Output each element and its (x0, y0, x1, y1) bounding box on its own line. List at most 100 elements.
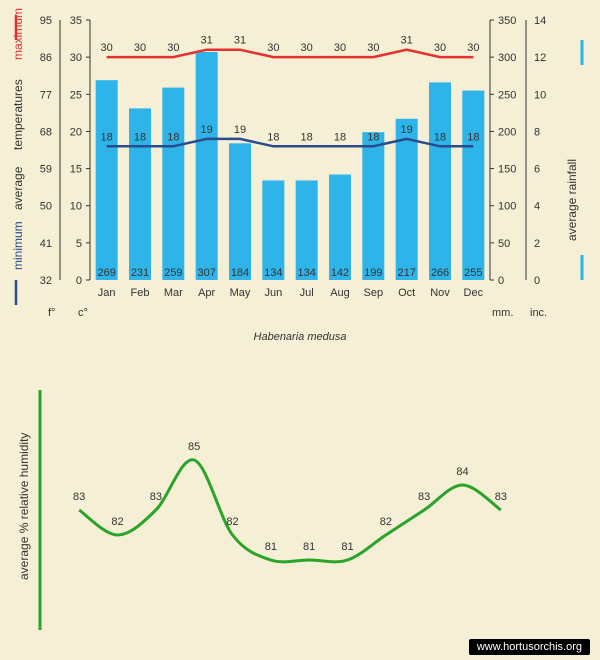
rainfall-bar (396, 119, 418, 280)
mm-unit: mm. (492, 307, 513, 319)
rainfall-bar (262, 180, 284, 280)
min-temp-value: 18 (367, 131, 379, 143)
mm-tick-label: 350 (498, 15, 516, 27)
in-tick-label: 14 (534, 15, 546, 27)
month-label: Oct (398, 287, 415, 299)
footer-credit: www.hortusorchis.org (469, 639, 590, 655)
humidity-value: 83 (150, 491, 162, 503)
max-temp-value: 30 (467, 42, 479, 54)
in-tick-label: 10 (534, 89, 546, 101)
humidity-value: 83 (495, 491, 507, 503)
humidity-value: 82 (226, 516, 238, 528)
humidity-value: 85 (188, 441, 200, 453)
min-temp-value: 18 (301, 131, 313, 143)
c-tick-label: 35 (70, 15, 82, 27)
f-tick-label: 68 (40, 126, 52, 138)
in-tick-label: 12 (534, 52, 546, 64)
max-temp-line (107, 50, 474, 57)
mm-tick-label: 100 (498, 201, 516, 213)
rainfall-bar (196, 52, 218, 280)
label-average: average (11, 166, 25, 210)
rainfall-bar (96, 80, 118, 280)
max-temp-value: 30 (367, 42, 379, 54)
rainfall-value: 134 (264, 267, 282, 279)
max-temp-value: 31 (201, 35, 213, 47)
in-tick-label: 6 (534, 164, 540, 176)
humidity-value: 84 (456, 466, 468, 478)
rainfall-value: 231 (131, 267, 149, 279)
rainfall-value: 269 (97, 267, 115, 279)
f-tick-label: 95 (40, 15, 52, 27)
month-label: Sep (364, 287, 384, 299)
max-temp-value: 30 (134, 42, 146, 54)
in-tick-label: 8 (534, 126, 540, 138)
label-minimum: minimum (11, 221, 25, 270)
month-label: Feb (131, 287, 150, 299)
min-temp-value: 18 (134, 131, 146, 143)
c-unit: c° (78, 307, 88, 319)
mm-tick-label: 150 (498, 164, 516, 176)
min-temp-value: 18 (334, 131, 346, 143)
label-maximum: maximum (11, 8, 25, 60)
rainfall-value: 217 (397, 267, 415, 279)
in-tick-label: 0 (534, 275, 540, 287)
f-tick-label: 86 (40, 52, 52, 64)
humidity-value: 83 (418, 491, 430, 503)
month-label: Aug (330, 287, 350, 299)
humidity-value: 81 (303, 541, 315, 553)
c-tick-label: 25 (70, 89, 82, 101)
species-name: Habenaria medusa (254, 331, 347, 343)
min-temp-value: 18 (467, 131, 479, 143)
month-label: Jan (98, 287, 116, 299)
rainfall-value: 184 (231, 267, 249, 279)
rainfall-value: 266 (431, 267, 449, 279)
min-temp-value: 18 (167, 131, 179, 143)
rainfall-bar (296, 180, 318, 280)
rainfall-bar (462, 91, 484, 280)
rainfall-value: 259 (164, 267, 182, 279)
c-tick-label: 5 (76, 238, 82, 250)
humidity-line (79, 460, 501, 562)
month-label: Jul (300, 287, 314, 299)
c-tick-label: 0 (76, 275, 82, 287)
rainfall-value: 142 (331, 267, 349, 279)
mm-tick-label: 250 (498, 89, 516, 101)
month-label: Jun (264, 287, 282, 299)
f-tick-label: 41 (40, 238, 52, 250)
humidity-value: 82 (111, 516, 123, 528)
max-temp-value: 31 (234, 35, 246, 47)
c-tick-label: 30 (70, 52, 82, 64)
f-tick-label: 59 (40, 164, 52, 176)
in-tick-label: 2 (534, 238, 540, 250)
min-temp-value: 19 (201, 124, 213, 136)
month-label: Nov (430, 287, 450, 299)
f-tick-label: 32 (40, 275, 52, 287)
min-temp-value: 19 (401, 124, 413, 136)
max-temp-value: 30 (267, 42, 279, 54)
month-label: Dec (464, 287, 484, 299)
mm-tick-label: 0 (498, 275, 504, 287)
mm-tick-label: 50 (498, 238, 510, 250)
max-temp-value: 30 (101, 42, 113, 54)
c-tick-label: 10 (70, 201, 82, 213)
f-tick-label: 77 (40, 89, 52, 101)
mm-tick-label: 300 (498, 52, 516, 64)
mm-tick-label: 200 (498, 126, 516, 138)
rainfall-bar (329, 175, 351, 280)
min-temp-value: 18 (267, 131, 279, 143)
rainfall-bar (362, 132, 384, 280)
month-label: May (230, 287, 251, 299)
max-temp-value: 31 (401, 35, 413, 47)
label-avg-rainfall: average rainfall (565, 159, 579, 241)
max-temp-value: 30 (301, 42, 313, 54)
f-unit: f° (48, 307, 55, 319)
max-temp-value: 30 (334, 42, 346, 54)
rainfall-bar (429, 82, 451, 280)
max-temp-value: 30 (434, 42, 446, 54)
humidity-value: 81 (265, 541, 277, 553)
min-temp-line (107, 139, 474, 146)
in-tick-label: 4 (534, 201, 540, 213)
f-tick-label: 50 (40, 201, 52, 213)
label-temperatures: temperatures (11, 79, 25, 150)
rainfall-bar (162, 88, 184, 280)
